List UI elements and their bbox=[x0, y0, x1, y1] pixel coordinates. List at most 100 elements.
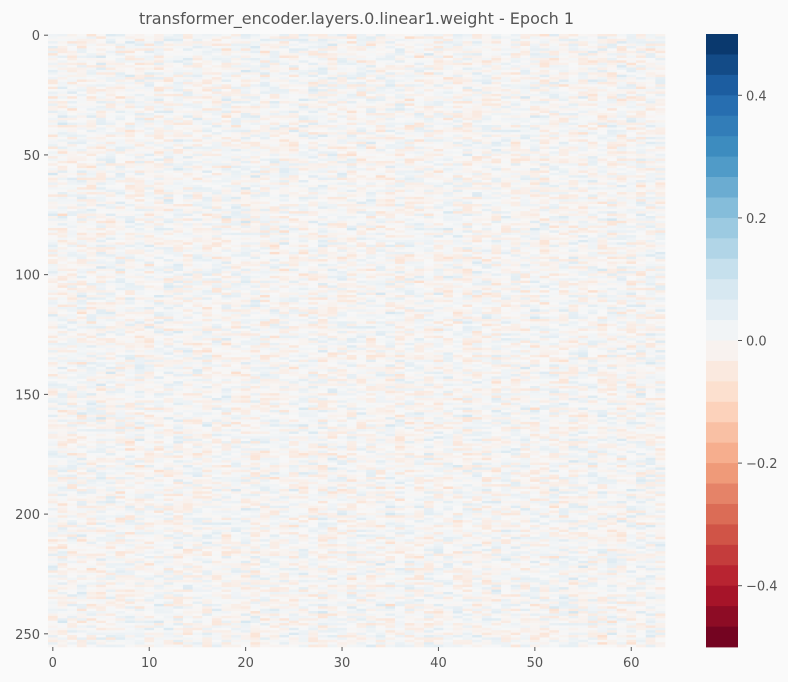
heatmap-cell bbox=[327, 153, 338, 157]
heatmap-cell bbox=[250, 151, 261, 155]
heatmap-cell bbox=[578, 74, 589, 78]
heatmap-cell bbox=[549, 89, 560, 92]
heatmap-cell bbox=[655, 55, 666, 59]
heatmap-cell bbox=[356, 213, 367, 217]
heatmap-cell bbox=[626, 45, 637, 49]
heatmap-cell bbox=[48, 91, 58, 95]
heatmap-cell bbox=[231, 105, 242, 109]
heatmap-cell bbox=[289, 189, 299, 193]
heatmap-cell bbox=[645, 117, 656, 121]
heatmap-cell bbox=[105, 192, 116, 195]
heatmap-cell bbox=[597, 105, 608, 109]
heatmap-cell bbox=[404, 199, 415, 202]
heatmap-cell bbox=[144, 158, 155, 162]
heatmap-cell bbox=[558, 201, 569, 205]
heatmap-cell bbox=[115, 189, 126, 193]
heatmap-cell bbox=[491, 132, 502, 135]
heatmap-cell bbox=[578, 117, 589, 121]
heatmap-cell bbox=[346, 113, 357, 116]
heatmap-cell bbox=[308, 213, 319, 217]
heatmap-cell bbox=[250, 72, 261, 75]
heatmap-cell bbox=[144, 50, 155, 54]
heatmap-cell bbox=[250, 160, 261, 164]
heatmap-cell bbox=[539, 103, 550, 107]
heatmap-cell bbox=[346, 192, 357, 195]
heatmap-cell bbox=[76, 158, 87, 162]
heatmap-cell bbox=[539, 86, 550, 90]
heatmap-cell bbox=[568, 115, 579, 119]
heatmap-cell bbox=[211, 177, 222, 181]
heatmap-cell bbox=[105, 117, 116, 121]
heatmap-cell bbox=[48, 139, 58, 143]
heatmap-cell bbox=[173, 65, 184, 68]
heatmap-cell bbox=[423, 67, 434, 71]
heatmap-cell bbox=[587, 45, 598, 49]
heatmap-cell bbox=[510, 81, 521, 85]
heatmap-cell bbox=[211, 163, 222, 166]
heatmap-cell bbox=[221, 89, 232, 92]
heatmap-cell bbox=[231, 72, 242, 75]
heatmap-cell bbox=[501, 139, 512, 143]
heatmap-cell bbox=[202, 98, 213, 102]
heatmap-cell bbox=[182, 84, 193, 87]
heatmap-cell bbox=[366, 108, 377, 111]
heatmap-cell bbox=[96, 105, 107, 109]
heatmap-cell bbox=[105, 129, 116, 133]
heatmap-cell bbox=[298, 101, 309, 104]
heatmap-cell bbox=[366, 96, 377, 99]
heatmap-cell bbox=[144, 98, 155, 102]
heatmap-cell bbox=[501, 98, 512, 102]
heatmap-cell bbox=[481, 103, 492, 107]
heatmap-cell bbox=[317, 170, 328, 174]
heatmap-cell bbox=[636, 172, 647, 176]
heatmap-cell bbox=[163, 146, 174, 150]
heatmap-cell bbox=[289, 120, 299, 123]
heatmap-cell bbox=[327, 134, 338, 138]
heatmap-cell bbox=[202, 182, 213, 186]
heatmap-cell bbox=[558, 196, 569, 200]
heatmap-cell bbox=[240, 132, 251, 135]
heatmap-cell bbox=[327, 91, 338, 95]
heatmap-cell bbox=[414, 170, 425, 174]
heatmap-cell bbox=[587, 201, 598, 205]
heatmap-cell bbox=[231, 163, 242, 166]
heatmap-cell bbox=[240, 72, 251, 75]
heatmap-cell bbox=[472, 187, 483, 190]
heatmap-cell bbox=[539, 208, 550, 212]
heatmap-cell bbox=[308, 93, 319, 97]
heatmap-cell bbox=[269, 172, 280, 176]
heatmap-cell bbox=[645, 103, 656, 107]
heatmap-cell bbox=[76, 57, 87, 61]
heatmap-cell bbox=[192, 158, 203, 162]
heatmap-cell bbox=[308, 158, 319, 162]
heatmap-cell bbox=[308, 201, 319, 205]
heatmap-cell bbox=[308, 45, 319, 49]
heatmap-cell bbox=[443, 175, 454, 178]
heatmap-cell bbox=[308, 115, 319, 119]
heatmap-cell bbox=[231, 89, 242, 92]
heatmap-cell bbox=[443, 69, 454, 73]
heatmap-cell bbox=[182, 50, 193, 54]
heatmap-cell bbox=[558, 127, 569, 131]
heatmap-cell bbox=[308, 196, 319, 200]
heatmap-cell bbox=[163, 184, 174, 188]
heatmap-cell bbox=[626, 196, 637, 200]
heatmap-cell bbox=[491, 165, 502, 169]
heatmap-cell bbox=[202, 48, 213, 52]
heatmap-cell bbox=[433, 74, 444, 78]
heatmap-cell bbox=[279, 141, 290, 145]
heatmap-cell bbox=[240, 79, 251, 83]
heatmap-cell bbox=[173, 141, 184, 145]
heatmap-cell bbox=[57, 151, 68, 155]
heatmap-cell bbox=[346, 110, 357, 114]
heatmap-cell bbox=[568, 55, 579, 59]
heatmap-cell bbox=[414, 41, 425, 44]
heatmap-cell bbox=[452, 158, 463, 162]
heatmap-cell bbox=[578, 165, 589, 169]
heatmap-cell bbox=[289, 74, 299, 78]
heatmap-cell bbox=[597, 175, 608, 178]
heatmap-cell bbox=[530, 89, 540, 92]
heatmap-cell bbox=[433, 163, 444, 166]
heatmap-cell bbox=[491, 187, 502, 190]
heatmap-cell bbox=[462, 206, 473, 210]
